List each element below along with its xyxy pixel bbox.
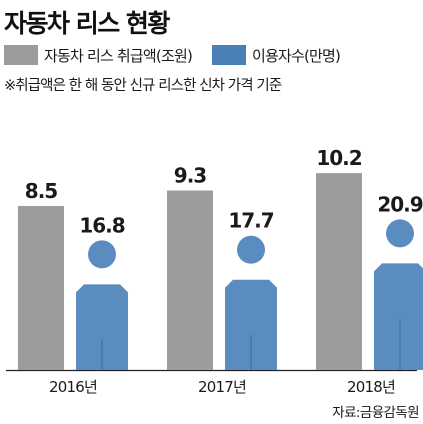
data-label-users-2: 20.9 [377, 192, 422, 216]
data-label-amount-2: 10.2 [316, 146, 361, 170]
x-tick-label-2: 2018년 [347, 378, 395, 396]
bar-users-1 [225, 279, 277, 370]
bar-amount-2 [316, 173, 362, 370]
chart-source: 자료:금융감독원 [332, 405, 419, 421]
legend-label-users: 이용자수(만명) [252, 46, 341, 65]
legend-swatch-amount [4, 45, 38, 65]
data-label-users-0: 16.8 [79, 213, 124, 237]
bar-users-2 [374, 263, 423, 370]
bar-amount-1 [167, 190, 213, 370]
data-label-amount-0: 8.5 [25, 179, 58, 203]
data-label-users-1: 17.7 [228, 209, 273, 233]
person-head-users-1 [237, 235, 265, 264]
person-head-users-2 [386, 219, 414, 248]
chart-title: 자동차 리스 현황 [4, 9, 170, 38]
data-label-amount-1: 9.3 [174, 164, 207, 188]
x-tick-label-1: 2017년 [198, 378, 246, 396]
person-head-users-0 [88, 240, 116, 269]
legend-item-users: 이용자수(만명) [212, 44, 341, 66]
chart-note: ※취급액은 한 해 동안 신규 리스한 신차 가격 기준 [4, 78, 282, 94]
bar-users-0 [76, 284, 128, 370]
x-tick-label-0: 2016년 [49, 378, 97, 396]
legend-item-amount: 자동차 리스 취급액(조원) [4, 44, 193, 66]
legend-swatch-users [212, 45, 246, 65]
legend-label-amount: 자동차 리스 취급액(조원) [44, 46, 193, 65]
bar-amount-0 [18, 205, 64, 370]
